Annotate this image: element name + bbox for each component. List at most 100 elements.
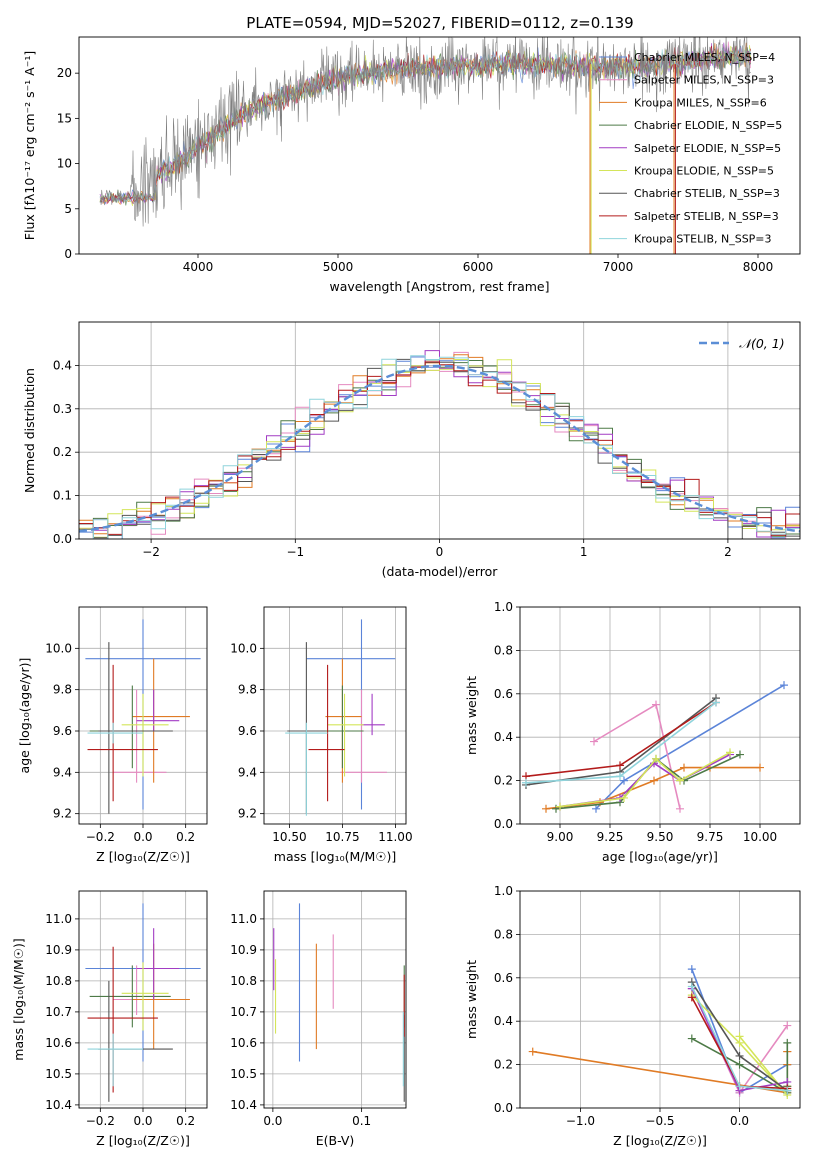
x-tick-label: 0.0 — [133, 1114, 152, 1128]
series-marker — [620, 793, 628, 802]
x-tick-label: −1.0 — [566, 1114, 595, 1128]
y-tick-label: 10.9 — [45, 943, 72, 957]
x-tick-label: −2 — [142, 545, 160, 559]
x-tick-label: 10.75 — [325, 830, 359, 844]
series-marker — [735, 1060, 744, 1069]
y-tick-label: 9.2 — [53, 807, 72, 821]
y-tick-label: 10.7 — [230, 1005, 257, 1019]
age-vs-mass-axes-frame — [263, 606, 407, 825]
y-tick-label: 0.4 — [494, 1014, 513, 1028]
age-vs-mass-xlabel: mass [log₁₀(M/M☉)] — [274, 849, 396, 864]
y-tick-label: 9.4 — [238, 765, 257, 779]
y-tick-label: 9.2 — [238, 807, 257, 821]
series-marker — [687, 1034, 696, 1043]
y-tick-label: 9.6 — [53, 724, 72, 738]
x-tick-label: −0.2 — [86, 830, 115, 844]
y-tick-label: 0.4 — [53, 358, 72, 372]
mass-vs-metallicity-axes-frame — [78, 890, 208, 1109]
x-tick-label: 9.00 — [547, 830, 574, 844]
age-vs-metallicity-axes-frame — [78, 606, 208, 825]
y-tick-label: 0.6 — [494, 687, 513, 701]
y-tick-label: 0.1 — [53, 489, 72, 503]
x-tick-label: 0.2 — [176, 830, 195, 844]
x-tick-label: 9.25 — [597, 830, 624, 844]
series-marker — [592, 804, 600, 813]
y-tick-label: 10.5 — [45, 1067, 72, 1081]
series-marker — [783, 1038, 792, 1047]
residual-histogram-7 — [79, 361, 800, 536]
series-marker — [652, 754, 660, 763]
weight-vs-age-plot-area — [520, 607, 800, 824]
series-marker — [620, 776, 628, 785]
y-tick-label: 9.6 — [238, 724, 257, 738]
normal-curve — [79, 364, 800, 533]
y-tick-label: 10.8 — [230, 974, 257, 988]
y-tick-label: 0.2 — [53, 445, 72, 459]
age-vs-metallicity-ylabel: age [log₁₀(age/yr)] — [17, 658, 32, 774]
series-marker — [616, 772, 624, 781]
series-marker — [735, 1082, 744, 1091]
series-marker — [736, 750, 744, 759]
weight-vs-metallicity-panel: −1.0 −0.5 0.0 0.0 0.2 0.4 0.6 0.8 1.0 Z [log₁₀(Z/… — [464, 884, 801, 1148]
y-tick-label: 10.4 — [45, 1098, 72, 1112]
x-tick-label: 5000 — [323, 260, 354, 274]
y-tick-label: 0 — [64, 247, 72, 261]
x-tick-label: 8000 — [743, 260, 774, 274]
series-marker — [650, 776, 658, 785]
x-tick-label: 0.0 — [730, 1114, 749, 1128]
legend-label: Salpeter STELIB, N_SSP=3 — [634, 210, 779, 223]
x-tick-label: 10.50 — [272, 830, 306, 844]
x-tick-label: 0.0 — [263, 1114, 282, 1128]
weight-vs-age-panel: 9.00 9.25 9.50 9.75 10.00 0.0 0.2 0.4 0.6 0.8 1.0 a… — [464, 600, 801, 864]
legend-label: Kroupa MILES, N_SSP=6 — [634, 96, 767, 109]
residual-histogram-8 — [79, 355, 800, 539]
figure-title: PLATE=0594, MJD=52027, FIBERID=0112, z=0… — [246, 14, 633, 32]
y-tick-label: 5 — [64, 202, 72, 216]
y-tick-label: 0.2 — [494, 774, 513, 788]
series-marker — [552, 804, 560, 813]
mass-vs-metallicity-panel: −0.2 0.0 0.2 10.4 10.5 10.6 10.7 10.8 10.9 11.0 Z … — [11, 890, 208, 1148]
y-tick-label: 10.9 — [230, 943, 257, 957]
y-tick-label: 0.8 — [494, 927, 513, 941]
series-marker — [652, 700, 660, 709]
y-tick-label: 0.6 — [494, 971, 513, 985]
legend-label: Kroupa ELODIE, N_SSP=5 — [634, 165, 774, 178]
series-marker — [676, 804, 684, 813]
y-tick-label: 0.4 — [494, 730, 513, 744]
legend-label: Kroupa STELIB, N_SSP=3 — [634, 233, 772, 246]
y-tick-label: 10 — [57, 157, 72, 171]
y-tick-label: 0.0 — [494, 1101, 513, 1115]
x-tick-label: 4000 — [183, 260, 214, 274]
x-tick-label: −0.5 — [645, 1114, 674, 1128]
y-tick-label: 0.8 — [494, 643, 513, 657]
weight-vs-age-xlabel: age [log₁₀(age/yr)] — [602, 849, 718, 864]
legend-label: Salpeter MILES, N_SSP=3 — [634, 74, 774, 87]
spectrum-ylabel: Flux [fλ10⁻¹⁷ erg cm⁻² s⁻¹ A⁻¹] — [22, 51, 37, 240]
series-marker — [676, 776, 684, 785]
series-line-1 — [593, 703, 681, 809]
x-tick-label: 10.00 — [743, 830, 777, 844]
legend-label: Chabrier STELIB, N_SSP=3 — [634, 187, 780, 200]
x-tick-label: 0.2 — [176, 1114, 195, 1128]
y-tick-label: 10.6 — [230, 1036, 257, 1050]
legend-label: Chabrier ELODIE, N_SSP=5 — [634, 119, 782, 132]
series-line-0 — [595, 684, 785, 810]
y-tick-label: 10.6 — [45, 1036, 72, 1050]
x-tick-label: 11.00 — [378, 830, 412, 844]
spectrum-plot-area — [99, 37, 752, 254]
y-tick-label: 1.0 — [494, 884, 513, 898]
weight-vs-age-ylabel: mass weight — [464, 676, 479, 755]
series-marker — [680, 763, 688, 772]
age-vs-metallicity-xlabel: Z [log₁₀(Z/Z☉)] — [96, 849, 190, 864]
y-tick-label: 10.8 — [45, 974, 72, 988]
x-tick-label: 2 — [724, 545, 732, 559]
x-tick-label: −1 — [286, 545, 304, 559]
y-tick-label: 11.0 — [45, 912, 72, 926]
spectrum-axes-frame — [78, 36, 801, 255]
series-marker — [756, 763, 764, 772]
observed-spectrum — [99, 37, 751, 227]
mass-vs-ebv-xlabel: E(B-V) — [316, 1133, 355, 1148]
y-tick-label: 11.0 — [230, 912, 257, 926]
weight-vs-metallicity-ylabel: mass weight — [464, 960, 479, 1039]
mass-vs-ebv-axes-frame — [263, 890, 407, 1109]
